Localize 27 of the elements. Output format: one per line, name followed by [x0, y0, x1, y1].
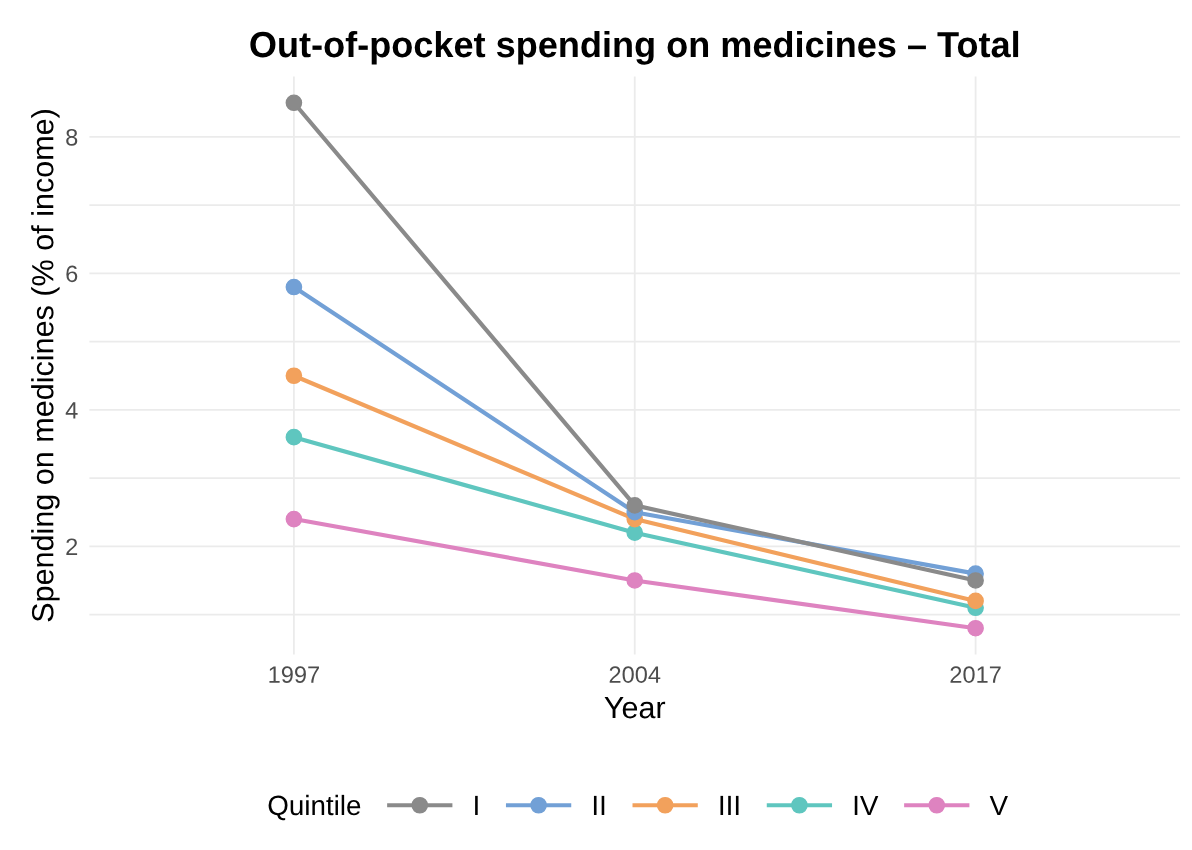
x-tick-label: 2017 [950, 666, 1001, 683]
point [626, 524, 644, 542]
x-tick-label: 1997 [269, 666, 319, 683]
legend-label: III [720, 795, 739, 815]
point [285, 94, 303, 112]
point [967, 572, 984, 589]
point [285, 510, 303, 528]
legend-label: V [989, 795, 1008, 815]
point [967, 592, 984, 610]
y-tick-label: 2 [66, 538, 78, 555]
chart-title: Out-of-pocket spending on medicines – Total [250, 30, 1019, 65]
point [967, 619, 984, 637]
legend-title: Quintile [268, 794, 361, 821]
point [626, 497, 644, 514]
point [285, 367, 303, 385]
point [626, 572, 644, 589]
y-tick-label: 4 [65, 402, 78, 419]
y-tick-label: 8 [66, 128, 78, 146]
x-tick-label: 2004 [609, 666, 661, 683]
legend-label: II [593, 795, 605, 815]
y-tick-label: 6 [66, 265, 78, 283]
point [285, 428, 303, 446]
legend-label: I [475, 795, 478, 815]
x-axis-title: Year [604, 697, 666, 719]
y-axis-title: Spending on medicines (% of income) [31, 110, 60, 622]
legend-label: IV [854, 795, 879, 815]
point [285, 278, 303, 296]
